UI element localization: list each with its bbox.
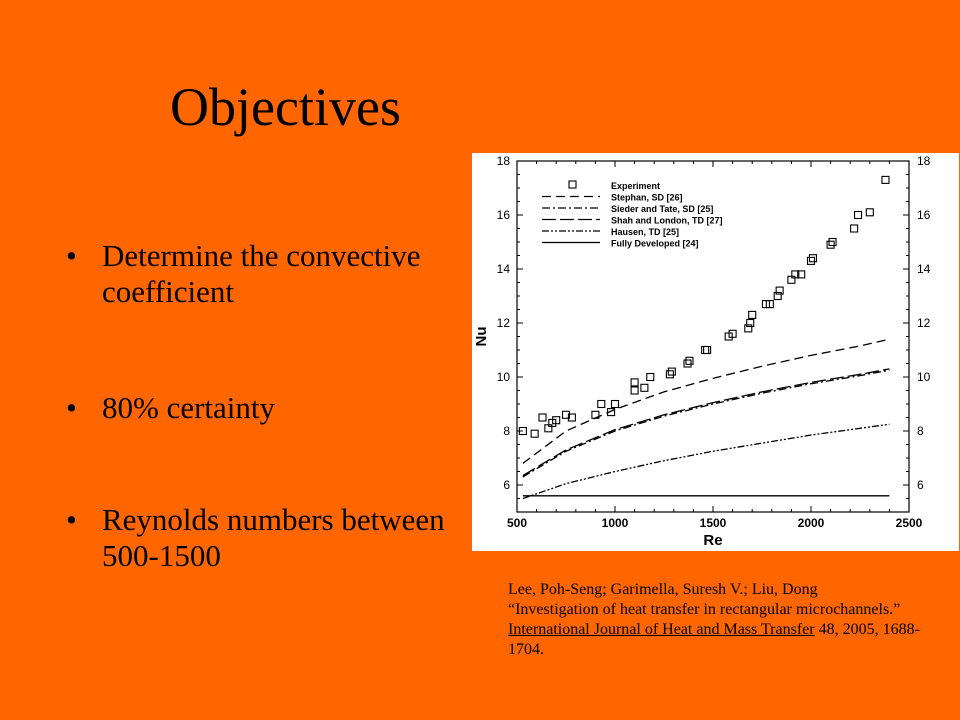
legend-label: Stephan, SD [26] <box>611 193 683 203</box>
experiment-point <box>683 359 692 368</box>
series-line <box>522 369 890 478</box>
experiment-point <box>746 318 755 328</box>
y-tick-label: 8 <box>503 424 510 438</box>
experiment-point <box>765 300 774 309</box>
x-tick-label: 1000 <box>602 516 629 530</box>
legend-label: Sieder and Tate, SD [25] <box>611 204 713 214</box>
experiment-point <box>744 324 753 333</box>
experiment-point <box>773 291 782 301</box>
y-tick-label-right: 14 <box>917 262 931 276</box>
nu-vs-re-chart: 500 1000 1500 2000 2500 6 6 8 8 10 10 12 12 14 14 16 16 1… <box>473 154 931 549</box>
citation-article: “Investigation of heat transfer in recta… <box>508 601 901 618</box>
experiment-point <box>881 175 890 184</box>
x-tick-label: 1500 <box>700 516 727 530</box>
bullet-text: Reynolds numbers between 500-1500 <box>102 502 445 573</box>
experiment-point <box>850 224 859 233</box>
bullet-item: • 80% certainty <box>62 390 482 426</box>
experiment-point <box>826 240 835 249</box>
experiment-point <box>806 256 816 265</box>
experiment-point <box>610 399 620 409</box>
bullet-dot: • <box>66 502 77 537</box>
experiment-point <box>518 426 527 436</box>
y-tick-label: 12 <box>497 316 511 330</box>
experiment-point <box>646 372 655 382</box>
experiment-point <box>701 345 710 355</box>
y-tick-label: 6 <box>503 478 510 492</box>
x-axis-label: Re <box>703 532 722 549</box>
bullet-dot: • <box>66 238 77 273</box>
series-line <box>522 423 890 500</box>
bullet-text: 80% certainty <box>102 390 276 425</box>
x-tick-label: 2500 <box>896 516 923 530</box>
y-tick-label-right: 18 <box>917 154 931 168</box>
bullet-item: • Determine the convective coefficient <box>62 238 482 310</box>
experiment-point <box>791 270 800 279</box>
experiment-point <box>797 270 806 279</box>
y-tick-label-right: 12 <box>917 316 931 330</box>
y-tick-label-right: 6 <box>917 478 924 492</box>
experiment-point <box>665 370 674 379</box>
citation-rest: 48, 2005, 1688-1704. <box>508 621 920 658</box>
y-axis-label: Nu <box>473 327 490 347</box>
legend-label: Fully Developed [24] <box>611 239 699 249</box>
citation-authors: Lee, Poh-Seng; Garimella, Suresh V.; Liu… <box>508 581 818 598</box>
experiment-point <box>552 416 561 425</box>
experiment-point <box>597 399 606 409</box>
chart-panel: 500 1000 1500 2000 2500 6 6 8 8 10 10 12 12 14 14 16 16 1… <box>472 153 959 551</box>
legend-marker <box>568 180 577 189</box>
experiment-point <box>630 378 639 387</box>
experiment-point <box>630 386 639 395</box>
y-tick-label: 16 <box>497 208 511 222</box>
series-line <box>522 338 890 464</box>
experiment-point <box>865 208 874 217</box>
experiment-point <box>853 210 863 220</box>
y-tick-label: 10 <box>497 370 511 384</box>
experiment-point <box>567 413 576 422</box>
citation: Lee, Poh-Seng; Garimella, Suresh V.; Liu… <box>508 580 948 660</box>
bullet-item: • Reynolds numbers between 500-1500 <box>62 502 482 574</box>
legend-label: Experiment <box>611 181 660 191</box>
series-line <box>522 368 890 477</box>
x-tick-label: 500 <box>507 516 527 530</box>
y-tick-label: 18 <box>497 154 511 168</box>
experiment-point <box>640 383 649 392</box>
experiment-point <box>667 367 676 376</box>
y-tick-label: 14 <box>497 262 511 276</box>
experiment-point <box>808 254 818 263</box>
experiment-point <box>530 429 539 438</box>
legend-label: Shah and London, TD [27] <box>611 216 723 226</box>
experiment-point <box>561 410 571 419</box>
experiment-point <box>703 345 712 355</box>
citation-journal[interactable]: International Journal of Heat and Mass T… <box>508 621 815 638</box>
experiment-point <box>775 286 784 295</box>
experiment-point <box>728 329 737 338</box>
slide-title: Objectives <box>170 77 401 137</box>
x-tick-label: 2000 <box>798 516 825 530</box>
y-tick-label-right: 16 <box>917 208 931 222</box>
legend-label: Hausen, TD [25] <box>611 227 679 237</box>
bullet-text: Determine the convective coefficient <box>102 238 421 309</box>
y-tick-label-right: 8 <box>917 424 924 438</box>
y-tick-label-right: 10 <box>917 370 931 384</box>
experiment-point <box>538 413 547 422</box>
bullet-dot: • <box>66 390 77 425</box>
experiment-point <box>685 356 694 365</box>
experiment-point <box>828 237 837 247</box>
experiment-point <box>748 310 757 319</box>
